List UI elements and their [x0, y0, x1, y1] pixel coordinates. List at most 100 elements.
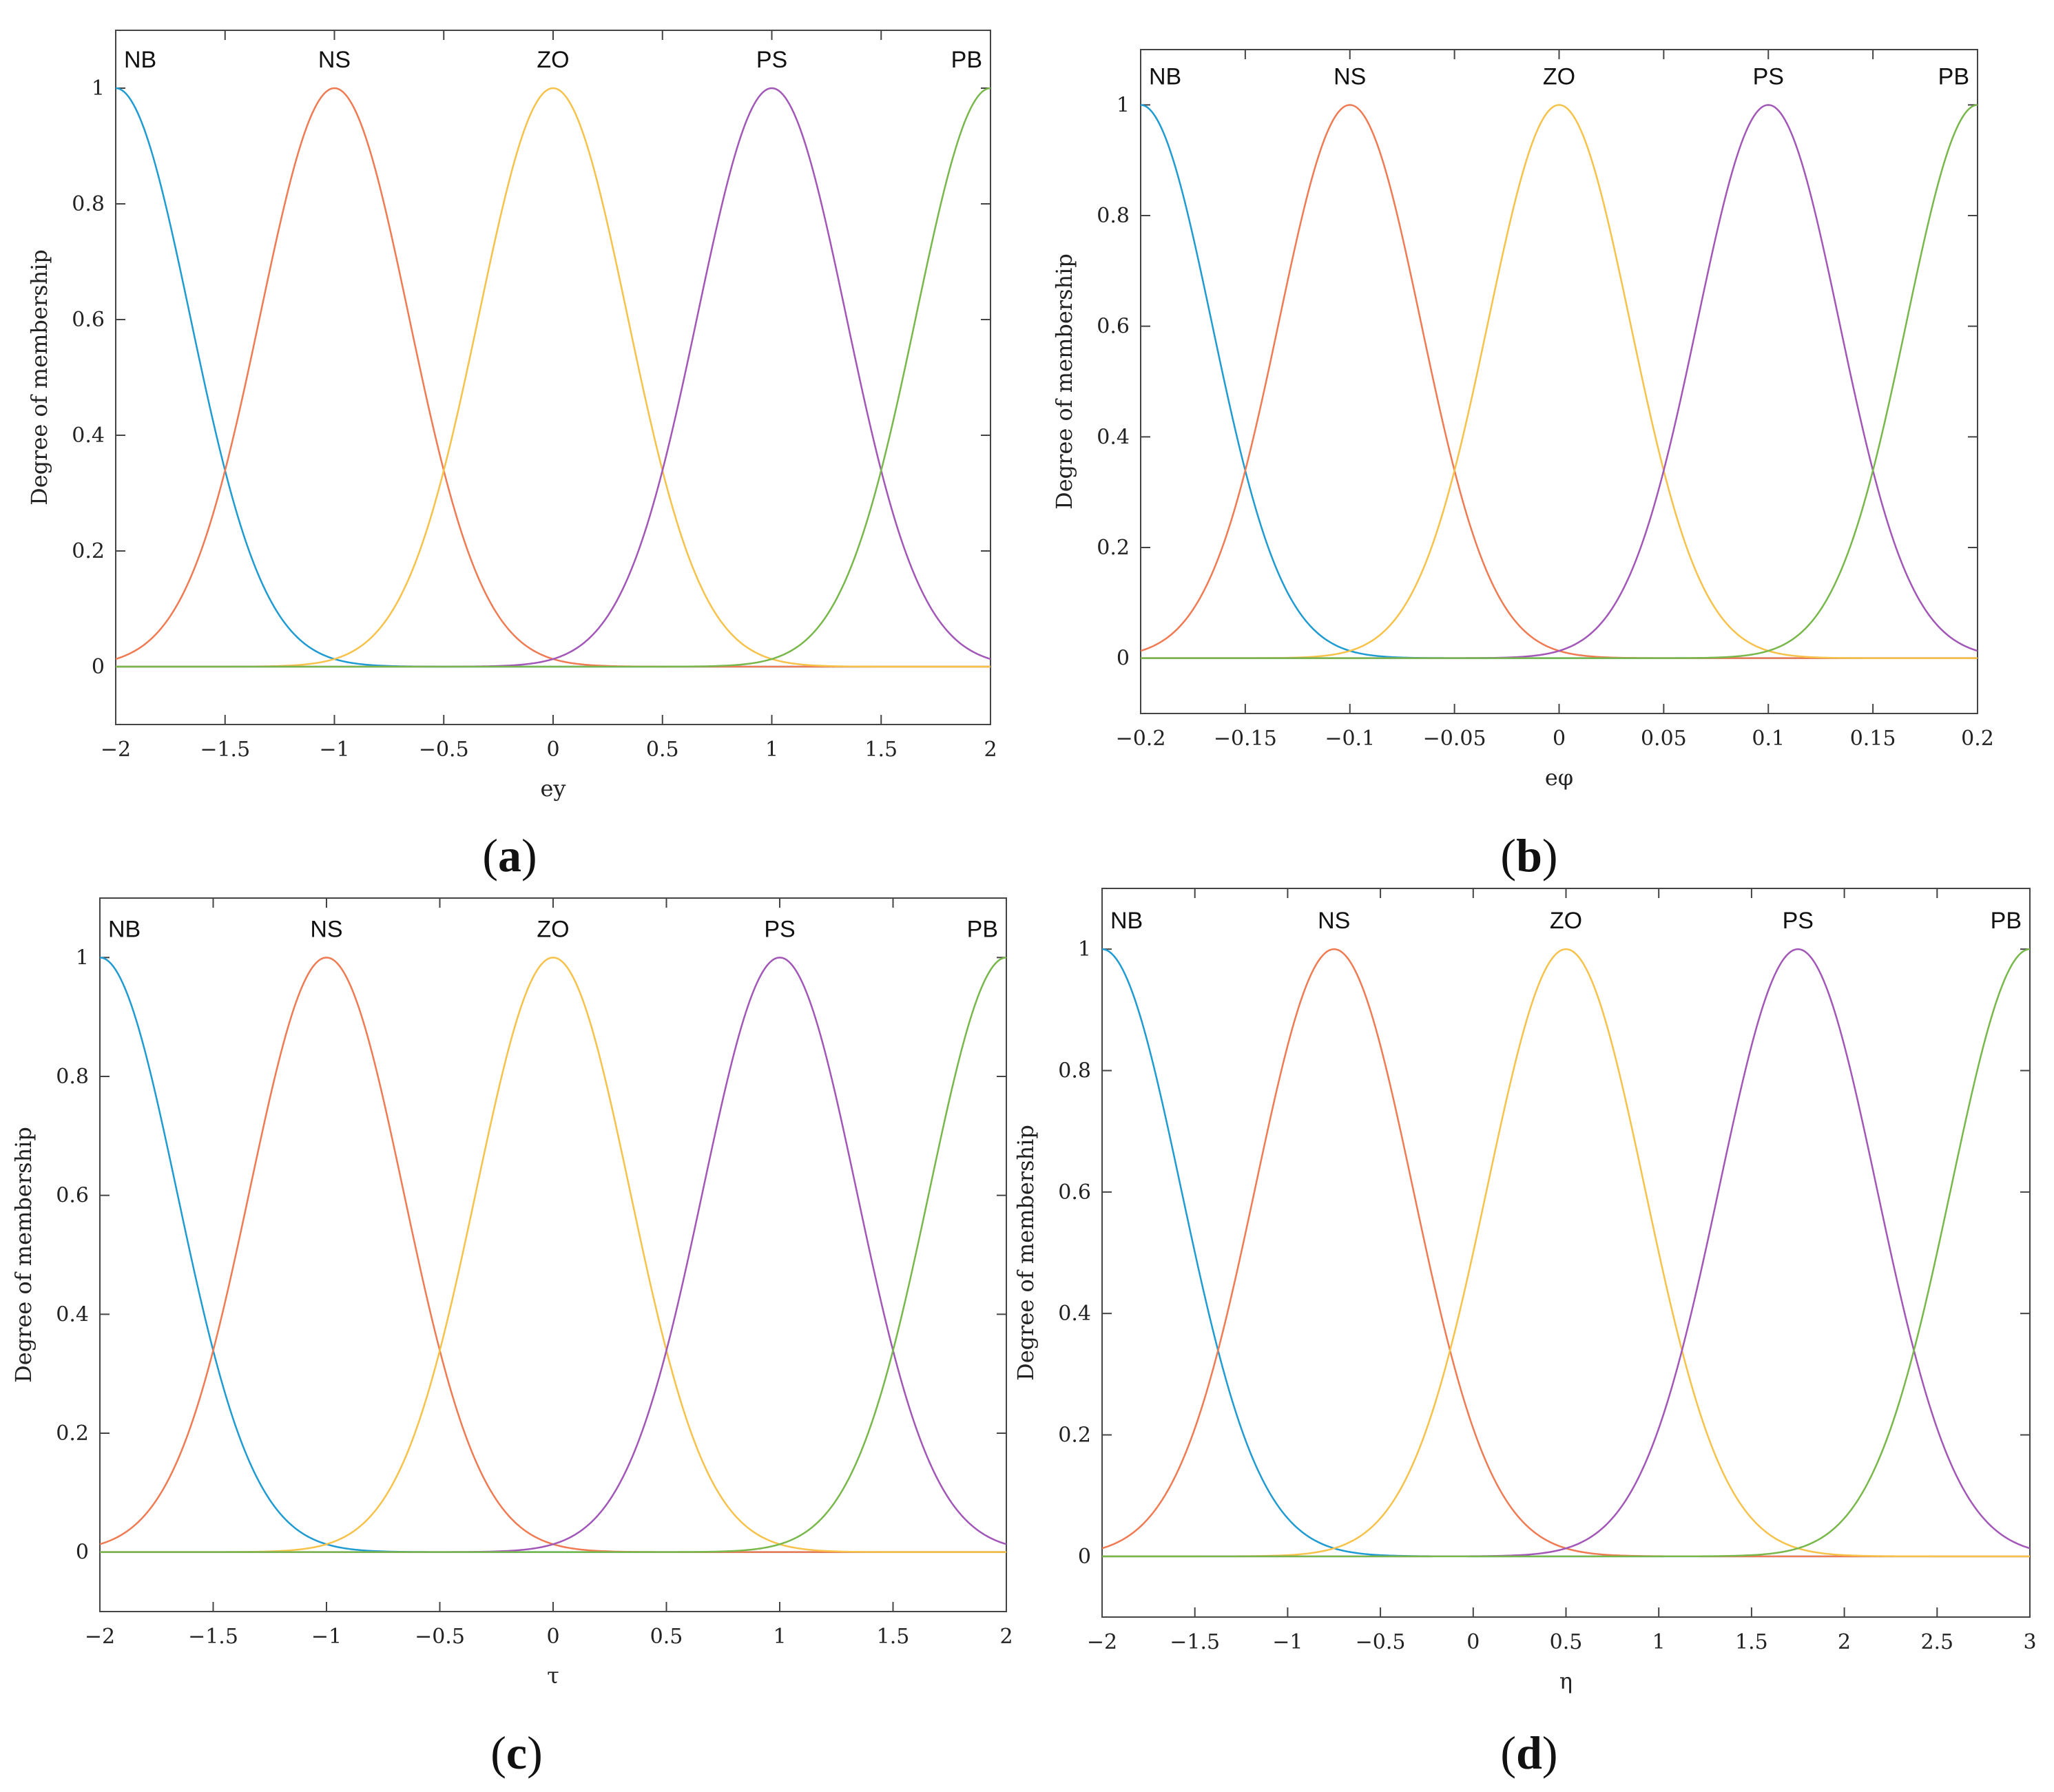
panel-caption-letter: a [498, 829, 521, 882]
x-tick-label: 0.5 [1550, 1630, 1583, 1654]
series-label-ns: NS [1318, 908, 1350, 934]
series-label-ps: PS [1753, 63, 1784, 90]
x-tick-label: 1 [1652, 1630, 1666, 1654]
y-tick-label: 0 [76, 1541, 89, 1565]
series-label-nb: NB [124, 47, 156, 73]
series-label-ns: NS [310, 916, 342, 942]
x-tick-label: −0.05 [1423, 727, 1486, 751]
series-label-zo: ZO [1543, 63, 1575, 90]
x-tick-label: −2 [1087, 1630, 1117, 1654]
x-tick-label: 0.05 [1641, 727, 1687, 751]
y-tick-label: 0.4 [1097, 425, 1130, 449]
x-tick-label: 0.5 [650, 1625, 683, 1649]
x-tick-label: 1.5 [864, 738, 898, 762]
panel-caption: (c) [490, 1727, 543, 1779]
series-label-ps: PS [764, 916, 795, 942]
y-tick-label: 0.8 [56, 1065, 89, 1089]
y-tick-label: 0.2 [72, 539, 105, 563]
x-tick-label: −0.5 [415, 1625, 465, 1649]
y-tick-label: 0 [92, 655, 105, 679]
x-tick-label: −0.5 [419, 738, 469, 762]
x-tick-label: −2 [85, 1625, 115, 1649]
x-tick-label: 0.1 [1752, 727, 1785, 751]
series-line-pb [1102, 948, 2030, 1558]
series-label-zo: ZO [537, 916, 569, 942]
series-label-pb: PB [967, 916, 998, 942]
panel-caption: (b) [1500, 829, 1557, 882]
x-tick-label: −1 [319, 738, 349, 762]
panel-caption-letter: d [1516, 1727, 1542, 1779]
chart-panel-a: −2 −1.5 −1 −0.5 0 0.5 1 1.5 2 0 0.2 0.4 0.6 0.8 1 ey Deg… [26, 30, 997, 882]
series-label-pb: PB [1991, 908, 2022, 934]
x-tick-label: 0 [1553, 727, 1566, 751]
x-tick-label: −2 [101, 738, 131, 762]
y-tick-label: 1 [76, 946, 89, 970]
panel-caption-letter: c [506, 1727, 527, 1779]
series-label-zo: ZO [537, 47, 569, 73]
y-tick-label: 0.6 [1058, 1180, 1091, 1205]
x-tick-label: 0 [546, 738, 559, 762]
x-tick-label: −1 [1272, 1630, 1303, 1654]
y-axis-label: Degree of membership [26, 249, 52, 506]
y-tick-label: 1 [1078, 937, 1091, 961]
series-label-pb: PB [1938, 63, 1969, 90]
series-line-pb [100, 957, 1006, 1553]
y-tick-label: 0.4 [1058, 1302, 1091, 1326]
chart-panel-c: −2 −1.5 −1 −0.5 0 0.5 1 1.5 2 0 0.2 0.4 0.6 0.8 1 τ Degr… [10, 897, 1013, 1779]
x-axis-label: ey [540, 775, 566, 802]
y-axis-label: Degree of membership [1051, 253, 1077, 510]
x-tick-label: −1.5 [200, 738, 250, 762]
x-tick-label: 0 [1466, 1630, 1480, 1654]
y-tick-label: 0.8 [72, 192, 105, 216]
x-tick-label: −1.5 [1170, 1630, 1220, 1654]
chart-panel-b: −0.2 −0.15 −0.1 −0.05 0 0.05 0.1 0.15 0.2 0 0.2 0.4… [1051, 49, 1994, 882]
x-tick-label: −0.2 [1116, 727, 1166, 751]
panel-caption: (a) [482, 829, 537, 882]
x-tick-label: −1.5 [188, 1625, 238, 1649]
y-tick-label: 0.2 [1058, 1424, 1091, 1448]
series-label-zo: ZO [1550, 908, 1582, 934]
series-line-pb [116, 87, 990, 668]
y-tick-label: 0 [1078, 1545, 1091, 1569]
x-tick-label: 2 [984, 738, 997, 762]
y-tick-label: 0.6 [56, 1184, 89, 1208]
x-tick-label: 2.5 [1920, 1630, 1953, 1654]
x-tick-label: 2 [1838, 1630, 1851, 1654]
x-tick-label: 1.5 [877, 1625, 910, 1649]
y-tick-label: 0.4 [56, 1302, 89, 1326]
y-tick-label: 0.8 [1097, 204, 1130, 228]
chart-panel-d: −2 −1.5 −1 −0.5 0 0.5 1 1.5 2 2.5 3 0 0.2 0.4 0.6 0.8 1 η… [1013, 888, 2037, 1779]
x-tick-label: 2 [999, 1625, 1013, 1649]
x-tick-label: 3 [2023, 1630, 2036, 1654]
y-axis-label: Degree of membership [1013, 1125, 1039, 1381]
y-tick-label: 0.4 [72, 424, 105, 448]
x-axis-label: eφ [1545, 764, 1573, 791]
y-axis-label: Degree of membership [10, 1127, 37, 1383]
y-tick-label: 0.8 [1058, 1059, 1091, 1083]
x-tick-label: 0.2 [1961, 727, 1994, 751]
x-tick-label: 1 [773, 1625, 786, 1649]
x-tick-label: −1 [311, 1625, 342, 1649]
x-tick-label: 0.5 [646, 738, 679, 762]
series-label-ns: NS [318, 47, 351, 73]
series-label-nb: NB [1149, 63, 1181, 90]
series-label-nb: NB [1110, 908, 1143, 934]
x-tick-label: 1.5 [1735, 1630, 1768, 1654]
x-tick-label: 0 [546, 1625, 559, 1649]
panel-caption-letter: b [1516, 829, 1542, 882]
panel-caption: (d) [1500, 1727, 1557, 1779]
y-tick-label: 0.2 [56, 1421, 89, 1446]
series-label-ps: PS [1783, 908, 1814, 934]
x-axis-label: τ [547, 1663, 559, 1689]
x-tick-label: −0.5 [1356, 1630, 1406, 1654]
y-tick-label: 0.2 [1097, 536, 1130, 560]
series-label-nb: NB [108, 916, 141, 942]
y-tick-label: 0 [1117, 647, 1130, 671]
y-tick-label: 0.6 [1097, 315, 1130, 339]
series-line-pb [1141, 104, 1978, 659]
series-label-ns: NS [1334, 63, 1366, 90]
x-tick-label: 1 [765, 738, 778, 762]
x-tick-label: 0.15 [1850, 727, 1896, 751]
y-tick-label: 1 [1117, 93, 1130, 117]
